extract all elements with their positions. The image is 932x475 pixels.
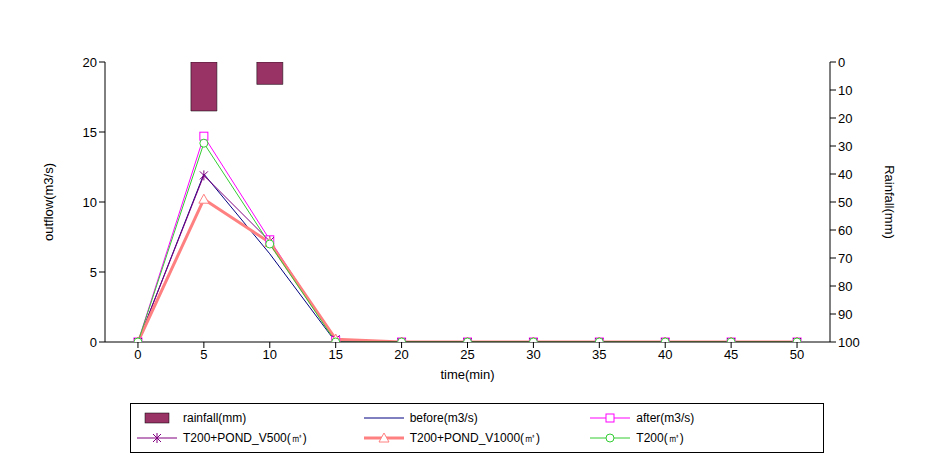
- svg-text:20: 20: [394, 347, 408, 362]
- svg-text:20: 20: [83, 55, 97, 70]
- svg-text:25: 25: [460, 347, 474, 362]
- svg-text:80: 80: [838, 279, 852, 294]
- svg-text:10: 10: [838, 83, 852, 98]
- svg-text:100: 100: [838, 335, 860, 350]
- svg-text:15: 15: [83, 125, 97, 140]
- html-text:after(m3/s): after(m3/s): [636, 411, 695, 425]
- html-text:rainfall(mm): rainfall(mm): [183, 411, 247, 425]
- svg-text:0: 0: [838, 55, 845, 70]
- svg-text:45: 45: [724, 347, 738, 362]
- html-text:T200+POND_V1000(㎥): T200+POND_V1000(㎥): [409, 430, 541, 445]
- svg-text:60: 60: [838, 223, 852, 238]
- svg-text:15: 15: [328, 347, 342, 362]
- svg-text:5: 5: [200, 347, 207, 362]
- svg-text:40: 40: [838, 167, 852, 182]
- svg-text:50: 50: [838, 195, 852, 210]
- svg-text:70: 70: [838, 251, 852, 266]
- svg-text:outflow(m3/s): outflow(m3/s): [41, 163, 56, 241]
- svg-text:0: 0: [134, 347, 141, 362]
- svg-text:0: 0: [90, 335, 97, 350]
- svg-text:10: 10: [263, 347, 277, 362]
- html-text:before(m3/s): before(m3/s): [409, 411, 478, 425]
- html-text:T200+POND_V500(㎥): T200+POND_V500(㎥): [183, 430, 307, 445]
- svg-text:time(min): time(min): [440, 367, 494, 382]
- svg-text:35: 35: [592, 347, 606, 362]
- svg-text:50: 50: [790, 347, 804, 362]
- svg-text:30: 30: [838, 139, 852, 154]
- svg-text:30: 30: [526, 347, 540, 362]
- svg-text:10: 10: [83, 195, 97, 210]
- svg-text:Rainfall(mm): Rainfall(mm): [882, 165, 897, 239]
- svg-text:20: 20: [838, 111, 852, 126]
- svg-text:90: 90: [838, 307, 852, 322]
- svg-text:40: 40: [658, 347, 672, 362]
- svg-text:5: 5: [90, 265, 97, 280]
- html-text:T200(㎥): T200(㎥): [636, 430, 684, 445]
